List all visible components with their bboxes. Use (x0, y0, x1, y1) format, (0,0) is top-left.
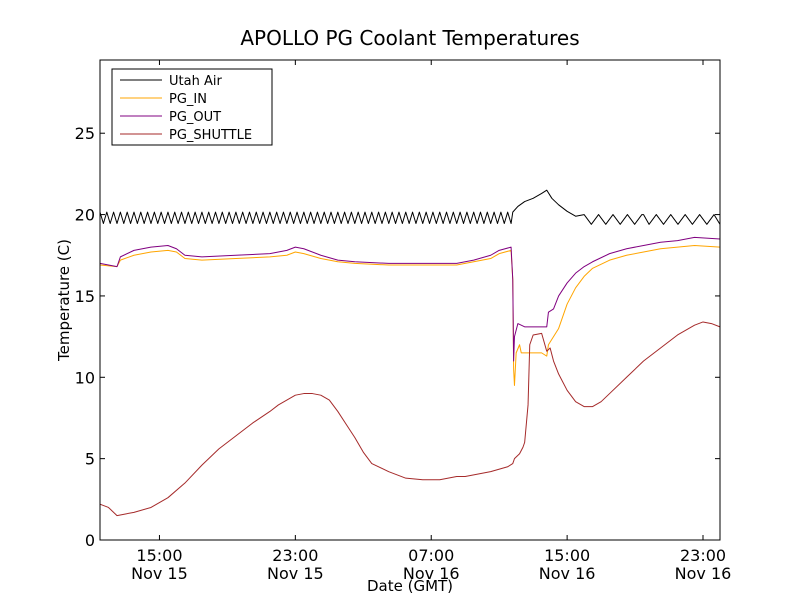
x-tick-label-date: Nov 15 (267, 564, 324, 583)
x-tick-label-time: 15:00 (136, 546, 182, 565)
series-line-utah-air (99, 189, 721, 225)
x-tick-label-date: Nov 16 (403, 564, 460, 583)
x-tick-label-date: Nov 16 (675, 564, 732, 583)
y-tick-label: 25 (75, 124, 95, 143)
y-tick-label: 5 (85, 450, 95, 469)
legend-box (111, 68, 273, 146)
x-tick-label-time: 23:00 (272, 546, 318, 565)
legend-label-pg-out: PG_OUT (169, 110, 221, 125)
x-tick-label-time: 07:00 (408, 546, 454, 565)
x-tick-label-time: 15:00 (544, 546, 590, 565)
series-line-pg-shuttle (99, 321, 721, 517)
x-axis-title: Date (GMT) (367, 577, 453, 595)
y-axis-title: Temperature (C) (55, 239, 73, 362)
x-tick-label-date: Nov 16 (539, 564, 596, 583)
y-tick-label: 20 (75, 206, 95, 225)
y-tick-label: 0 (85, 531, 95, 550)
legend-label-pg-in: PG_IN (169, 92, 207, 107)
legend-label-utah-air: Utah Air (169, 74, 222, 89)
y-tick-label: 10 (75, 368, 95, 387)
legend-label-pg-shuttle: PG_SHUTTLE (169, 128, 252, 143)
chart-title: APOLLO PG Coolant Temperatures (240, 26, 579, 50)
y-tick-label: 15 (75, 287, 95, 306)
legend: Utah Air PG_IN PG_OUT PG_SHUTTLE (111, 68, 273, 146)
plot-frame (99, 59, 721, 541)
series-line-pg-out (99, 236, 721, 362)
x-tick-label-time: 23:00 (680, 546, 726, 565)
x-tick-label-date: Nov 15 (131, 564, 188, 583)
series-layer (99, 189, 721, 517)
